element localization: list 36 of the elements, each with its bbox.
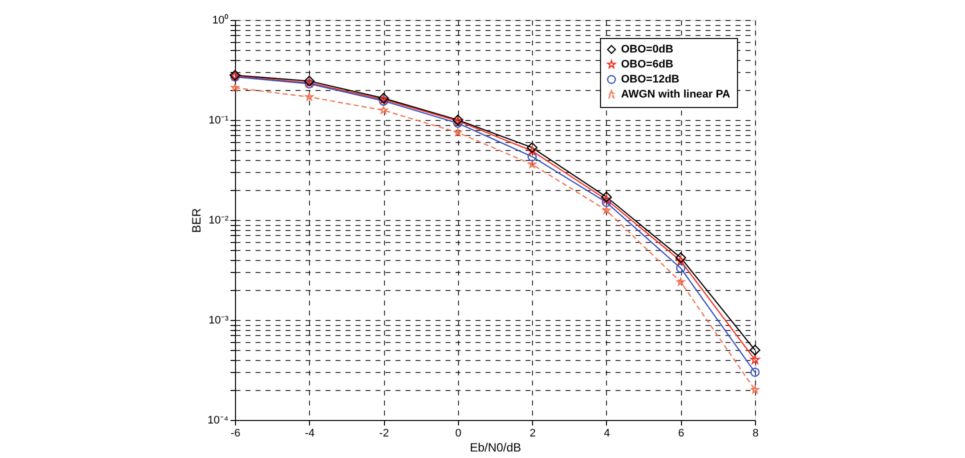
x-tick-label: -6 xyxy=(230,428,240,440)
point xyxy=(750,354,760,364)
legend-label: OBO=6dB xyxy=(621,58,674,70)
y-tick-label: 10⁻⁴ xyxy=(208,414,229,426)
x-tick-label: 6 xyxy=(678,428,684,440)
point xyxy=(454,128,462,136)
point xyxy=(676,278,685,286)
x-axis-title: Eb/N0/dB xyxy=(470,440,522,454)
legend-label: AWGN with linear PA xyxy=(621,88,730,100)
y-axis-title: BER xyxy=(190,208,204,233)
point xyxy=(453,118,462,128)
point xyxy=(750,368,760,377)
point xyxy=(526,142,538,153)
point xyxy=(602,194,612,204)
x-tick-label: 2 xyxy=(530,428,536,440)
x-tick-label: -2 xyxy=(379,428,389,440)
x-tick-label: -4 xyxy=(304,428,315,440)
y-tick-label: 10⁻¹ xyxy=(208,114,229,126)
point xyxy=(676,256,686,266)
point xyxy=(602,198,612,208)
y-tick-label: 10⁻³ xyxy=(208,314,229,326)
x-tick-label: 4 xyxy=(604,428,610,440)
point xyxy=(675,252,686,264)
point xyxy=(750,386,760,394)
legend-label: OBO=0dB xyxy=(621,44,674,56)
point xyxy=(750,344,760,356)
point xyxy=(676,264,686,273)
y-tick-label: 10⁰ xyxy=(212,14,228,26)
point xyxy=(528,152,537,162)
x-tick-label: 0 xyxy=(455,428,462,440)
legend-label: OBO=12dB xyxy=(621,74,680,86)
point xyxy=(601,192,612,202)
point xyxy=(305,92,314,100)
x-tick-label: 8 xyxy=(752,428,759,440)
point xyxy=(527,146,537,156)
y-tick-label: 10⁻² xyxy=(208,214,229,226)
